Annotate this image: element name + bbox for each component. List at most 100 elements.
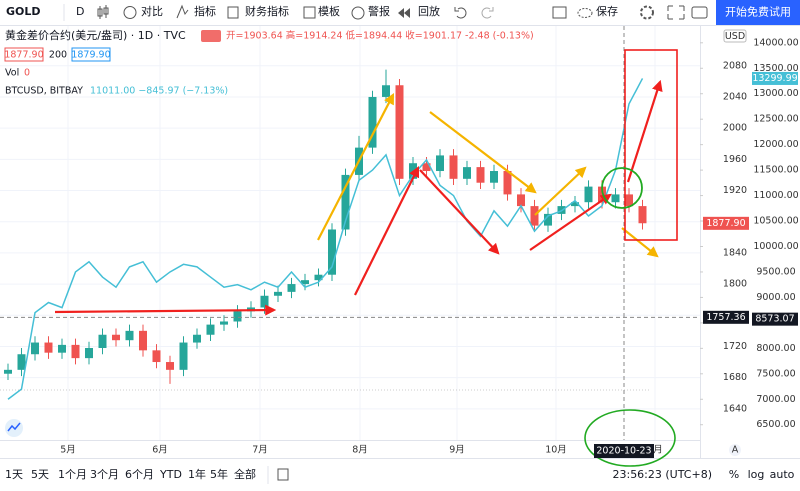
candle-body: [584, 186, 593, 203]
x-tick-label: 6月: [152, 445, 168, 456]
range-button[interactable]: 全部: [234, 467, 256, 481]
clock: 23:56:23 (UTC+8): [612, 468, 712, 481]
highlight-circle: [601, 167, 643, 209]
arrow: [54, 304, 277, 316]
candle-body: [125, 330, 134, 341]
compare-icon[interactable]: [123, 6, 137, 19]
replay-icon[interactable]: [398, 8, 410, 18]
layout-icon[interactable]: [552, 6, 567, 19]
chart-type-icon[interactable]: [97, 5, 109, 19]
y2-tick-label: 7500.00: [756, 368, 795, 379]
date-range-icon[interactable]: [277, 468, 289, 481]
indicator-button[interactable]: 指标: [194, 4, 216, 18]
arrow: [626, 79, 663, 183]
redo-icon[interactable]: [481, 7, 494, 19]
candle-body: [17, 354, 26, 370]
candle-body: [436, 155, 444, 172]
candle-body: [382, 85, 390, 97]
x-tick-label: 10月: [545, 445, 567, 456]
range-button[interactable]: 3个月: [90, 468, 119, 481]
grid: 1640168017201760180018401880192019602000…: [0, 26, 799, 456]
indicator-icon[interactable]: [176, 4, 189, 19]
y2-tick-label: 11500.00: [753, 165, 798, 176]
range-button[interactable]: 5年: [210, 467, 228, 481]
toolbar: GOLD D 对比 指标 财务指标 模板 警报 回放 保存 开始免费试用: [0, 0, 800, 26]
axis-unit: USD: [725, 31, 745, 42]
candle-body: [85, 348, 93, 359]
candle-body: [463, 167, 471, 179]
candle-body: [31, 342, 39, 355]
range-button[interactable]: 6个月: [125, 468, 154, 481]
snapshot-icon[interactable]: [691, 6, 708, 19]
y2-tick-label: 7000.00: [756, 394, 795, 405]
price-tag-label: 13299.99: [752, 73, 797, 84]
arrow: [621, 227, 659, 258]
financial-icon[interactable]: [227, 6, 239, 19]
arrow: [354, 166, 420, 296]
y2-tick-label: 6500.00: [756, 419, 795, 430]
range-button[interactable]: 5天: [31, 468, 49, 481]
candle-body: [166, 362, 174, 370]
y-tick-label: 1840: [723, 247, 747, 258]
compare-button[interactable]: 对比: [141, 4, 163, 18]
scale-mode[interactable]: A: [732, 445, 739, 456]
ask[interactable]: 1879.90: [71, 50, 110, 61]
spread: 200: [49, 50, 67, 61]
range-button[interactable]: 1天: [5, 468, 23, 481]
candle-body: [517, 194, 525, 207]
price-tag-label: 1877.90: [706, 218, 745, 229]
range-button[interactable]: 1年: [188, 467, 206, 481]
x-tick-label: 1月: [647, 445, 663, 456]
arrow: [419, 169, 500, 255]
arrow: [317, 93, 395, 241]
undo-icon[interactable]: [454, 7, 467, 19]
y-tick-label: 2080: [723, 60, 747, 71]
y-tick-label: 1920: [723, 185, 747, 196]
y2-tick-label: 13000.00: [753, 88, 798, 99]
candle-body: [4, 369, 12, 374]
symbol[interactable]: GOLD: [6, 5, 41, 18]
candle-body: [449, 155, 458, 179]
bottom-bar: 1天 5天 1个月 3个月 6个月 YTD 1年 5年 全部 23:56:23 (UTC+8)% l…: [5, 444, 795, 484]
candle-body: [220, 321, 228, 325]
alert-button[interactable]: 警报: [368, 4, 390, 18]
interval[interactable]: D: [76, 5, 84, 18]
replay-button[interactable]: 回放: [418, 4, 440, 18]
compare-value: 11011.00 −845.97 (−7.13%): [90, 86, 228, 97]
x-tick-label: 7月: [252, 445, 268, 456]
scale-option[interactable]: %: [729, 468, 739, 481]
candle-body: [544, 213, 552, 226]
candle-body: [274, 291, 282, 296]
alert-icon[interactable]: [351, 6, 365, 20]
candle-body: [328, 229, 336, 275]
x-tick-label: 9月: [449, 445, 465, 456]
scale-option[interactable]: log: [748, 468, 765, 481]
financial-button[interactable]: 财务指标: [245, 4, 289, 18]
save-button[interactable]: 保存: [596, 4, 618, 18]
scale-mode-bg[interactable]: [729, 444, 741, 456]
y2-tick-label: 10000.00: [753, 241, 798, 252]
candle-body: [233, 311, 242, 322]
candle-body: [368, 96, 377, 148]
date-tag: [594, 444, 654, 458]
fullscreen-icon[interactable]: [667, 5, 685, 20]
candle-body: [71, 344, 80, 359]
template-button[interactable]: 模板: [318, 4, 340, 18]
candle-body: [638, 206, 647, 224]
range-button[interactable]: YTD: [159, 468, 182, 481]
template-icon[interactable]: [303, 6, 316, 19]
y2-tick-label: 12500.00: [753, 114, 798, 125]
bid-box[interactable]: [4, 47, 44, 62]
y2-tick-label: 9000.00: [756, 292, 795, 303]
logo-mark: [7, 422, 21, 432]
candle-body: [571, 202, 579, 207]
ask-box[interactable]: [71, 47, 111, 62]
cloud-icon[interactable]: [577, 8, 593, 18]
settings-icon[interactable]: [640, 5, 654, 20]
trial-button-bg[interactable]: [716, 0, 800, 25]
range-button[interactable]: 1个月: [58, 468, 87, 481]
scale-option[interactable]: auto: [770, 468, 795, 481]
price-tag: [752, 71, 798, 85]
trial-button[interactable]: 开始免费试用: [725, 5, 791, 19]
bid[interactable]: 1877.90: [4, 50, 43, 61]
